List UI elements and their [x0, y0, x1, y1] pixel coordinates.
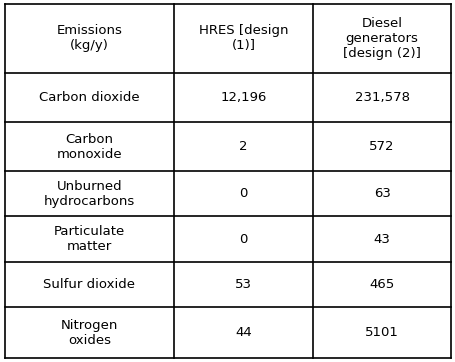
Text: Emissions
(kg/y): Emissions (kg/y)	[56, 24, 122, 52]
Text: 572: 572	[369, 140, 394, 153]
Text: 231,578: 231,578	[354, 91, 409, 104]
Text: 5101: 5101	[364, 326, 398, 339]
Text: 0: 0	[239, 187, 247, 200]
Text: 465: 465	[369, 278, 394, 291]
Text: Unburned
hydrocarbons: Unburned hydrocarbons	[44, 180, 135, 208]
Text: 2: 2	[239, 140, 248, 153]
Text: 43: 43	[373, 233, 390, 246]
Text: 12,196: 12,196	[220, 91, 266, 104]
Text: Particulate
matter: Particulate matter	[54, 225, 125, 253]
Text: Carbon dioxide: Carbon dioxide	[39, 91, 140, 104]
Text: HRES [design
(1)]: HRES [design (1)]	[198, 24, 288, 52]
Text: Diesel
generators
[design (2)]: Diesel generators [design (2)]	[343, 17, 420, 60]
Text: 53: 53	[235, 278, 252, 291]
Text: Carbon
monoxide: Carbon monoxide	[56, 132, 122, 160]
Text: Nitrogen
oxides: Nitrogen oxides	[61, 319, 118, 347]
Text: 63: 63	[373, 187, 390, 200]
Text: 0: 0	[239, 233, 247, 246]
Text: 44: 44	[235, 326, 252, 339]
Text: Sulfur dioxide: Sulfur dioxide	[43, 278, 135, 291]
